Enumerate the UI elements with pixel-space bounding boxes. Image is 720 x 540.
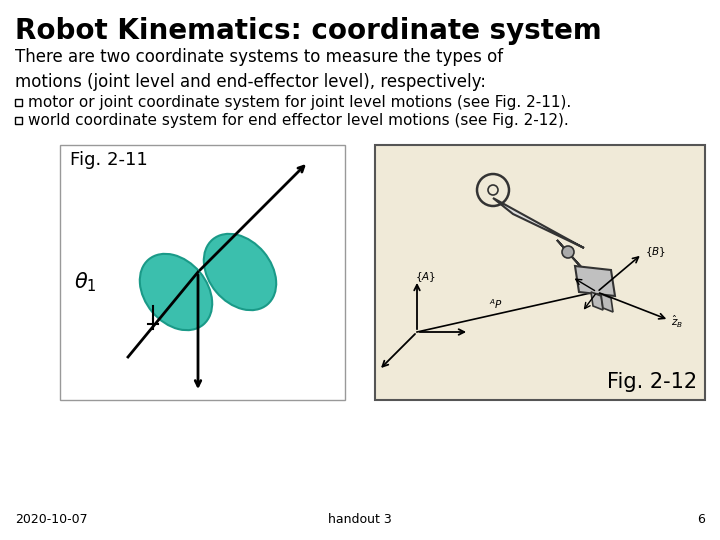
Text: Fig. 2-12: Fig. 2-12: [607, 372, 697, 392]
Text: 2020-10-07: 2020-10-07: [15, 513, 88, 526]
Bar: [15, 98, 22, 105]
Ellipse shape: [204, 234, 276, 310]
Text: $\hat{z}_B$: $\hat{z}_B$: [671, 314, 683, 330]
Bar: [15, 117, 22, 124]
Text: $\theta_1$: $\theta_1$: [74, 270, 96, 294]
Polygon shape: [591, 292, 603, 310]
Text: Fig. 2-11: Fig. 2-11: [70, 151, 148, 169]
Bar: [375, 145, 705, 400]
Bar: [60, 145, 345, 400]
Polygon shape: [493, 198, 584, 248]
Text: 6: 6: [697, 513, 705, 526]
Ellipse shape: [140, 254, 212, 330]
Text: motor or joint coordinate system for joint level motions (see Fig. 2-11).: motor or joint coordinate system for joi…: [28, 94, 571, 110]
Text: handout 3: handout 3: [328, 513, 392, 526]
Text: Robot Kinematics: coordinate system: Robot Kinematics: coordinate system: [15, 17, 602, 45]
Polygon shape: [557, 240, 605, 293]
Text: $\{B\}$: $\{B\}$: [645, 245, 666, 259]
Text: world coordinate system for end effector level motions (see Fig. 2-12).: world coordinate system for end effector…: [28, 112, 569, 127]
Circle shape: [562, 246, 574, 258]
Text: $\{A\}$: $\{A\}$: [415, 270, 436, 284]
Text: $^A P$: $^A P$: [489, 297, 503, 311]
Text: There are two coordinate systems to measure the types of
motions (joint level an: There are two coordinate systems to meas…: [15, 48, 503, 91]
Polygon shape: [575, 266, 615, 296]
Polygon shape: [601, 294, 613, 312]
